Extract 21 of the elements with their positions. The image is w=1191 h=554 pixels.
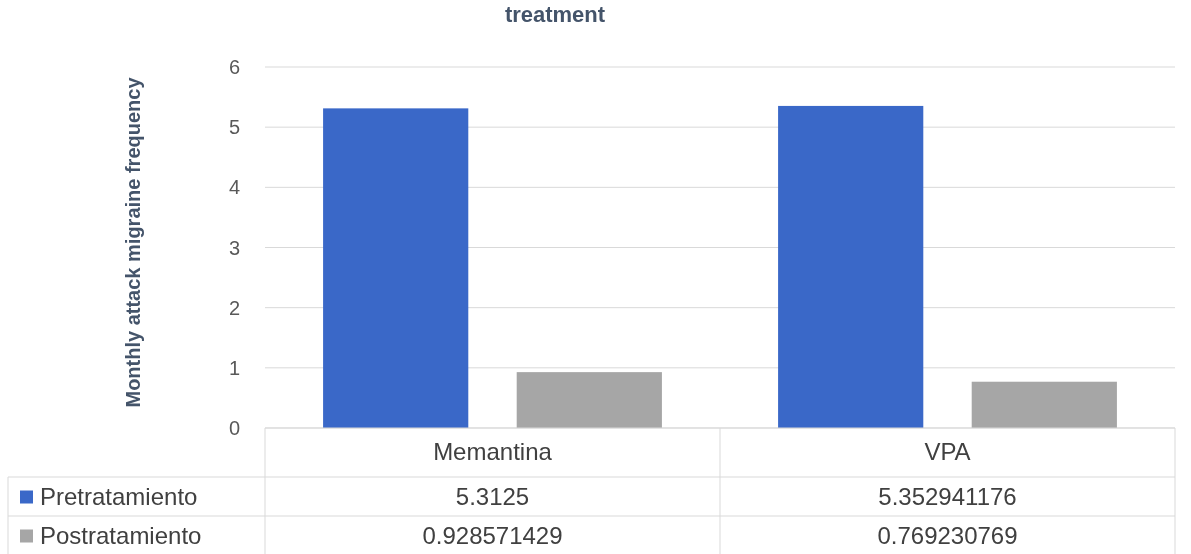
bar [971, 381, 1117, 428]
bar [516, 372, 662, 428]
chart-title: treatment [504, 2, 606, 27]
bar [778, 105, 924, 428]
y-tick-label: 2 [228, 296, 240, 319]
y-tick-label: 5 [228, 116, 240, 139]
y-tick-label: 3 [228, 236, 240, 259]
y-axis-title: Monthly attack migraine frequency [122, 76, 144, 408]
legend-label: Postratamiento [40, 521, 202, 549]
data-label: 5.352941176 [878, 482, 1017, 510]
y-tick-label: 4 [228, 176, 240, 199]
x-tick-label: VPA [924, 438, 971, 465]
y-tick-label: 1 [228, 356, 240, 379]
legend-label: Pretratamiento [40, 482, 198, 510]
data-label: 0.928571429 [422, 521, 563, 549]
bar [323, 108, 469, 428]
data-label: 5.3125 [455, 482, 530, 510]
y-tick-label: 6 [228, 56, 240, 78]
x-tick-label: Memantina [433, 438, 553, 465]
y-tick-label: 0 [228, 417, 240, 439]
data-label: 0.769230769 [877, 521, 1018, 549]
